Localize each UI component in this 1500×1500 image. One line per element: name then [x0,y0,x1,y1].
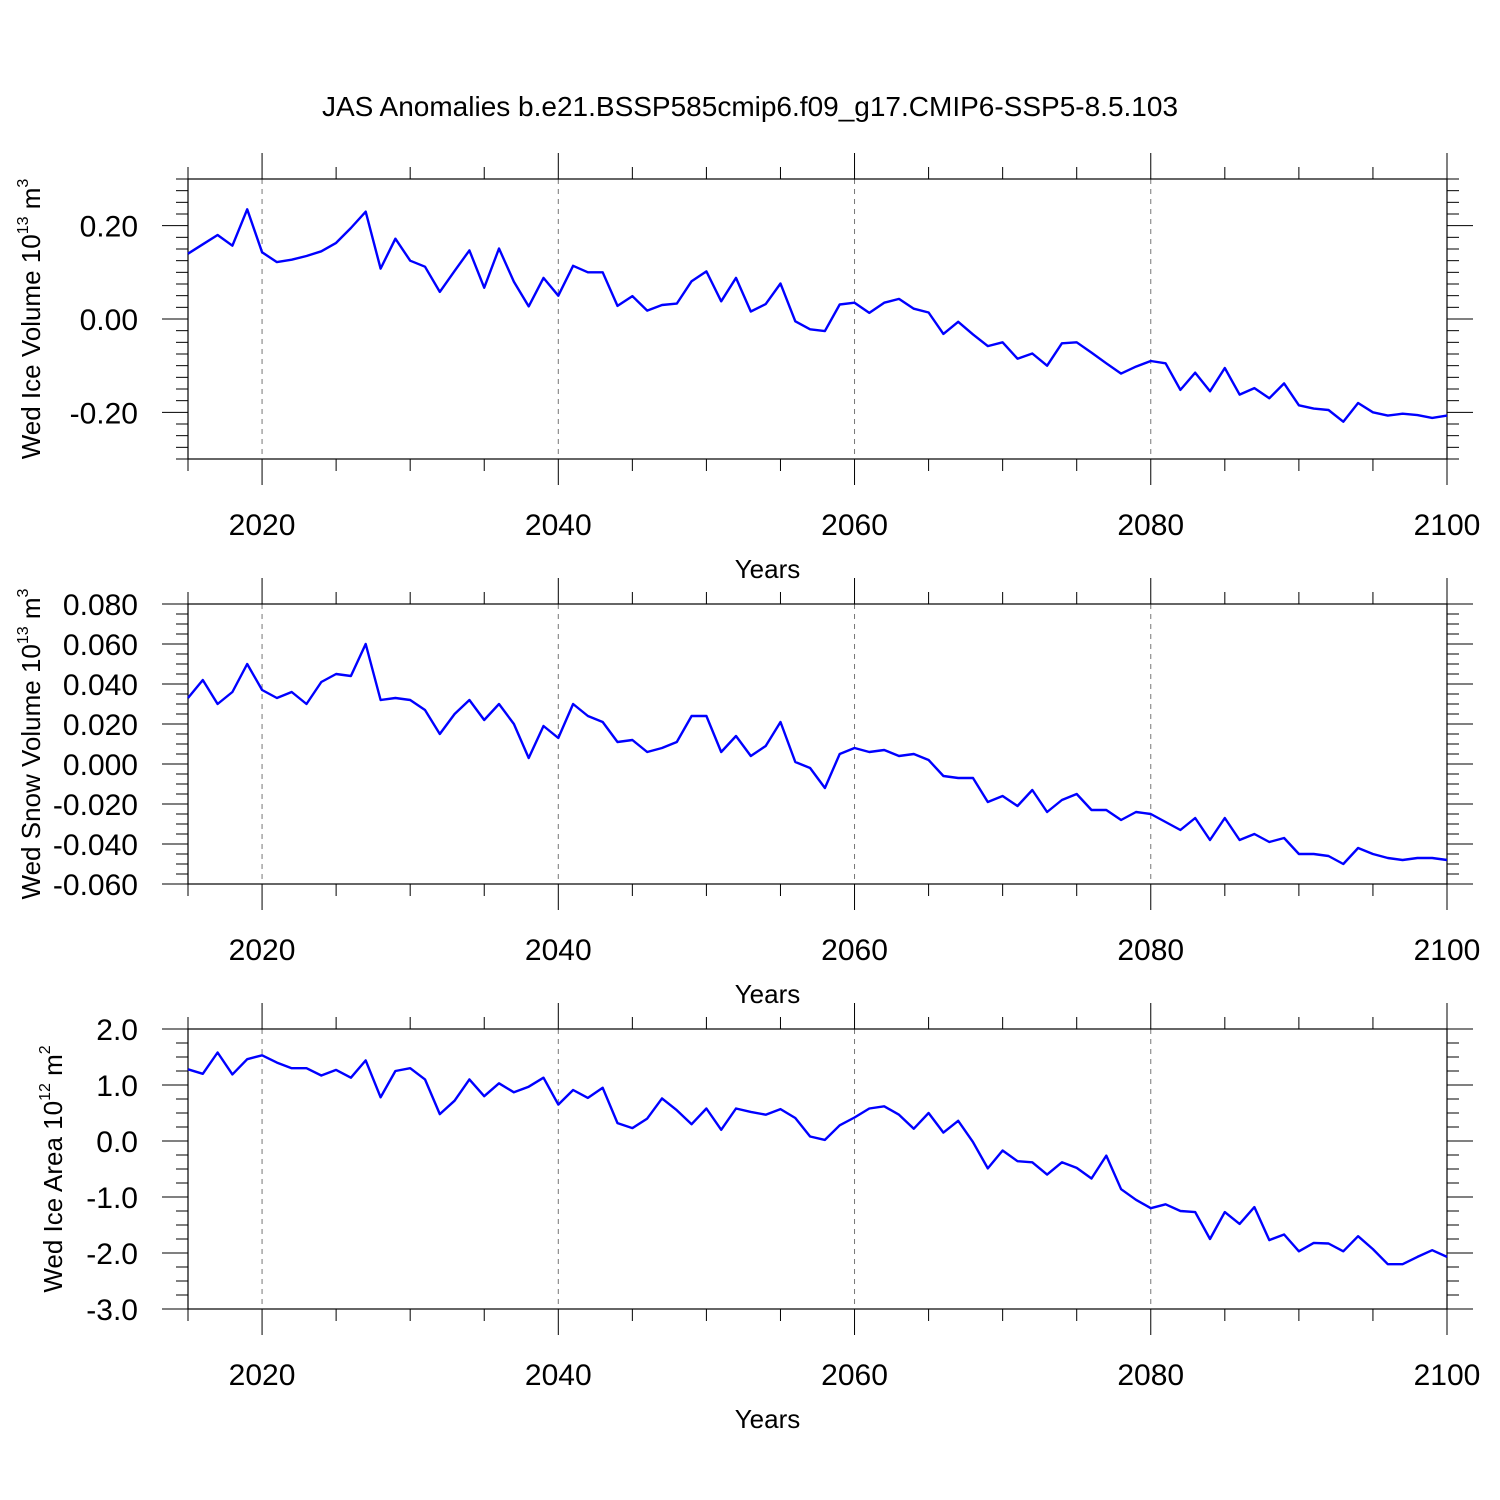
series-line [187,208,1448,423]
y-axis-label-exponent: 13 [15,626,32,644]
x-tick-label: 2020 [229,509,296,542]
panel-2: 2020 2040 2060 2080 2100 0.080 0.060 0.040 0.020… [15,578,1480,1009]
y-tick-label: 1.0 [96,1070,138,1103]
x-tick-label: 2020 [229,934,296,967]
y-axis-label-exponent: 12 [37,1083,54,1101]
y-axis-label: Wed Ice Volume 1013 m3 [15,179,46,460]
x-tick-label: 2040 [525,509,592,542]
y-tick-label: -0.040 [53,829,138,862]
y-tick-label: -0.020 [53,789,138,822]
panels-group: 2020 2040 2060 2080 2100 0.20 0.00 -0.20 Years We… [15,153,1480,1434]
y-tick-label: 2.0 [96,1014,138,1047]
y-axis-label-main: Wed Snow Volume 10 [16,644,46,899]
y-axis-label-unit-exponent: 2 [37,1045,54,1054]
plot-frame [187,1028,1448,1310]
plot-frame [187,178,1448,460]
y-axis-label: Wed Ice Area 1012 m2 [37,1045,68,1292]
x-tick-label: 2100 [1414,934,1481,967]
y-axis-label-unit: m [16,188,46,217]
y-tick-label: 0.0 [96,1126,138,1159]
x-tick-label: 2100 [1414,509,1481,542]
y-axis-label: Wed Snow Volume 1013 m3 [15,588,46,899]
x-tick-label: 2080 [1117,934,1184,967]
x-tick-label: 2080 [1117,1359,1184,1392]
y-tick-label: -2.0 [86,1238,138,1271]
x-tick-label: 2060 [821,934,888,967]
y-tick-label: 0.080 [63,589,138,622]
x-tick-label: 2080 [1117,509,1184,542]
x-tick-label: 2020 [229,1359,296,1392]
x-tick-label: 2100 [1414,1359,1481,1392]
y-tick-label: -3.0 [86,1294,138,1327]
y-tick-label: 0.040 [63,669,138,702]
y-axis-label-unit-exponent: 3 [15,179,32,188]
chart-title: JAS Anomalies b.e21.BSSP585cmip6.f09_g17… [322,91,1178,122]
y-axis-label-main: Wed Ice Area 10 [38,1101,68,1293]
y-tick-label: 0.00 [80,304,138,337]
y-tick-label: 0.20 [80,211,138,244]
x-axis-label: Years [735,554,801,584]
panel-3: 2020 2040 2060 2080 2100 2.0 1.0 0.0 -1.0 -2.0 -3.… [37,1003,1480,1434]
y-tick-label: -0.20 [70,397,138,430]
y-tick-label: 0.000 [63,749,138,782]
x-tick-label: 2060 [821,1359,888,1392]
y-tick-label: -0.060 [53,869,138,902]
series-line [187,1051,1448,1266]
x-axis-label: Years [735,979,801,1009]
y-axis-label-unit: m [16,597,46,626]
y-tick-label: -1.0 [86,1182,138,1215]
x-tick-label: 2060 [821,509,888,542]
y-axis-label-main: Wed Ice Volume 10 [16,234,46,459]
x-tick-label: 2040 [525,1359,592,1392]
y-axis-label-unit-exponent: 3 [15,588,32,597]
x-tick-label: 2040 [525,934,592,967]
y-axis-label-unit: m [38,1054,68,1083]
series-line [187,642,1448,866]
y-axis-label-exponent: 13 [15,216,32,234]
x-axis-label: Years [735,1404,801,1434]
y-tick-label: 0.020 [63,709,138,742]
plot-frame [187,603,1448,885]
y-tick-label: 0.060 [63,629,138,662]
panel-1: 2020 2040 2060 2080 2100 0.20 0.00 -0.20 Years We… [15,153,1480,584]
